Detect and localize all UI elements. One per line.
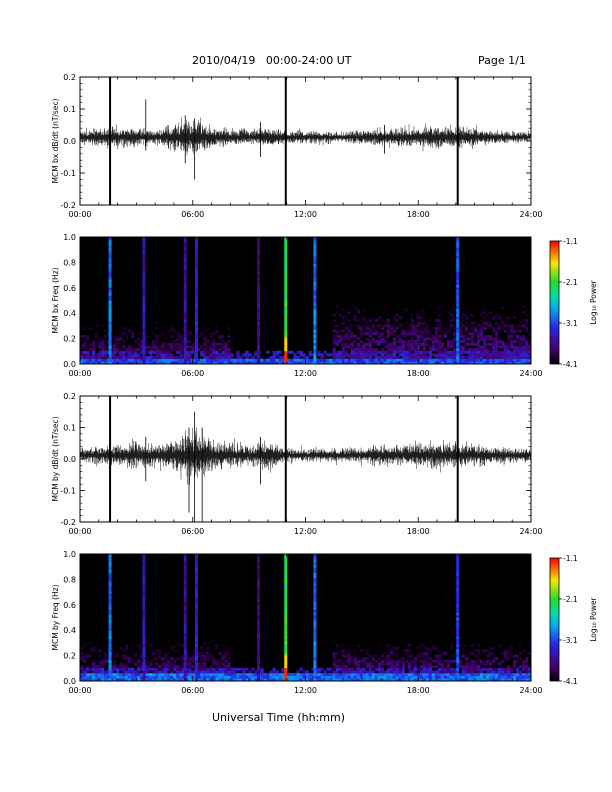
- dbdt-panel-3: [79, 395, 532, 523]
- x-tick-label: 24:00: [519, 210, 542, 219]
- y-tick-label: 0.1: [63, 105, 76, 114]
- x-tick-label: 00:00: [68, 210, 91, 219]
- x-tick-label: 18:00: [407, 210, 430, 219]
- x-tick-label: 12:00: [294, 686, 317, 695]
- spectrogram-bright-column: [456, 554, 460, 682]
- y-tick-label: -0.2: [60, 518, 76, 527]
- colorbar-label: Log₁₀ Power: [589, 596, 598, 641]
- y-tick-label: -0.1: [60, 487, 76, 496]
- y-tick-label: 1.0: [63, 233, 76, 242]
- y-tick-label: 0.8: [63, 575, 76, 584]
- spectrogram-bright-column: [195, 237, 199, 365]
- spectrogram-bright-column: [257, 237, 261, 365]
- spectrogram-bright-column: [183, 237, 187, 365]
- y-axis-label: MCM bx Freq (Hz): [51, 267, 60, 333]
- x-tick-label: 18:00: [407, 527, 430, 536]
- spectrogram-bright-column: [183, 554, 187, 682]
- spectrogram-panel-2: [79, 236, 562, 365]
- colorbar: [549, 240, 562, 365]
- y-axis-panel-4: [80, 553, 531, 682]
- x-tick-label: 06:00: [181, 527, 204, 536]
- spectrogram-bright-column: [313, 237, 317, 365]
- colorbar: [549, 557, 562, 682]
- y-tick-label: 0.2: [63, 73, 76, 82]
- colorbar-tick-label: -2.1: [563, 595, 578, 604]
- spectrogram-panel-4: [79, 553, 562, 682]
- x-tick-label: 00:00: [68, 686, 91, 695]
- colorbar-tick-label: -1.1: [563, 237, 578, 246]
- dbdt-panel-1: [79, 76, 532, 206]
- spectrogram-bright-column: [108, 554, 112, 682]
- x-tick-label: 24:00: [519, 686, 542, 695]
- y-tick-label: 0.4: [63, 626, 76, 635]
- x-tick-label: 18:00: [407, 686, 430, 695]
- y-tick-label: -0.2: [60, 201, 76, 210]
- y-tick-label: 0.2: [63, 335, 76, 344]
- spectrogram-bright-column: [257, 554, 261, 682]
- x-tick-label: 24:00: [519, 369, 542, 378]
- colorbar-tick-label: -1.1: [563, 554, 578, 563]
- y-axis-panel-1: [80, 76, 531, 206]
- x-axis-panel-3: [79, 396, 532, 522]
- x-axis-panel-1: [79, 77, 532, 205]
- y-tick-label: 0.6: [63, 284, 76, 293]
- y-tick-label: 1.0: [63, 550, 76, 559]
- x-tick-label: 12:00: [294, 210, 317, 219]
- page-number-label: Page 1/1: [478, 54, 526, 67]
- x-tick-label: 00:00: [68, 527, 91, 536]
- colorbar-tick-label: -4.1: [563, 360, 578, 369]
- x-axis-panel-4: [79, 554, 532, 681]
- spectrogram-bright-column: [108, 237, 112, 365]
- page-title: 2010/04/19 00:00-24:00 UT: [192, 54, 352, 67]
- spectrogram-cells: [80, 638, 532, 682]
- x-tick-label: 24:00: [519, 527, 542, 536]
- x-tick-label: 18:00: [407, 369, 430, 378]
- colorbar-tick-label: -4.1: [563, 677, 578, 686]
- y-tick-label: 0.8: [63, 258, 76, 267]
- spectrogram-bright-column: [456, 237, 460, 365]
- y-tick-label: -0.1: [60, 169, 76, 178]
- y-tick-label: 0.6: [63, 601, 76, 610]
- y-tick-label: 0.0: [63, 677, 76, 686]
- spectrogram-bright-column: [142, 554, 146, 682]
- x-axis-panel-2: [79, 237, 532, 364]
- spectrogram-bright-column: [284, 554, 288, 682]
- y-tick-label: 0.0: [63, 137, 76, 146]
- x-tick-label: 00:00: [68, 369, 91, 378]
- y-tick-label: 0.2: [63, 652, 76, 661]
- y-axis-label: MCM by Freq (Hz): [51, 584, 60, 650]
- x-tick-label: 06:00: [181, 686, 204, 695]
- y-axis-label: MCM bx dB/dt (nT/sec): [51, 98, 60, 183]
- x-tick-label: 06:00: [181, 369, 204, 378]
- spectrogram-bright-column: [195, 554, 199, 682]
- y-axis-panel-2: [80, 236, 531, 365]
- spectrogram-bright-column: [313, 554, 317, 682]
- colorbar-tick-label: -2.1: [563, 278, 578, 287]
- spectrogram-bright-column: [284, 237, 288, 365]
- y-tick-label: 0.0: [63, 455, 76, 464]
- spectrogram-cells: [80, 305, 532, 365]
- colorbar-tick-label: -3.1: [563, 636, 578, 645]
- y-tick-label: 0.2: [63, 392, 76, 401]
- colorbar-label: Log₁₀ Power: [589, 279, 598, 324]
- x-tick-label: 06:00: [181, 210, 204, 219]
- y-axis-panel-3: [80, 395, 531, 523]
- x-tick-label: 12:00: [294, 369, 317, 378]
- y-axis-label: MCM by dB/dt (nT/sec): [51, 416, 60, 501]
- spectrogram-bright-column: [142, 237, 146, 365]
- y-tick-label: 0.0: [63, 360, 76, 369]
- y-tick-label: 0.1: [63, 424, 76, 433]
- colorbar-tick-label: -3.1: [563, 319, 578, 328]
- y-tick-label: 0.4: [63, 309, 76, 318]
- x-tick-label: 12:00: [294, 527, 317, 536]
- x-axis-title: Universal Time (hh:mm): [212, 711, 345, 724]
